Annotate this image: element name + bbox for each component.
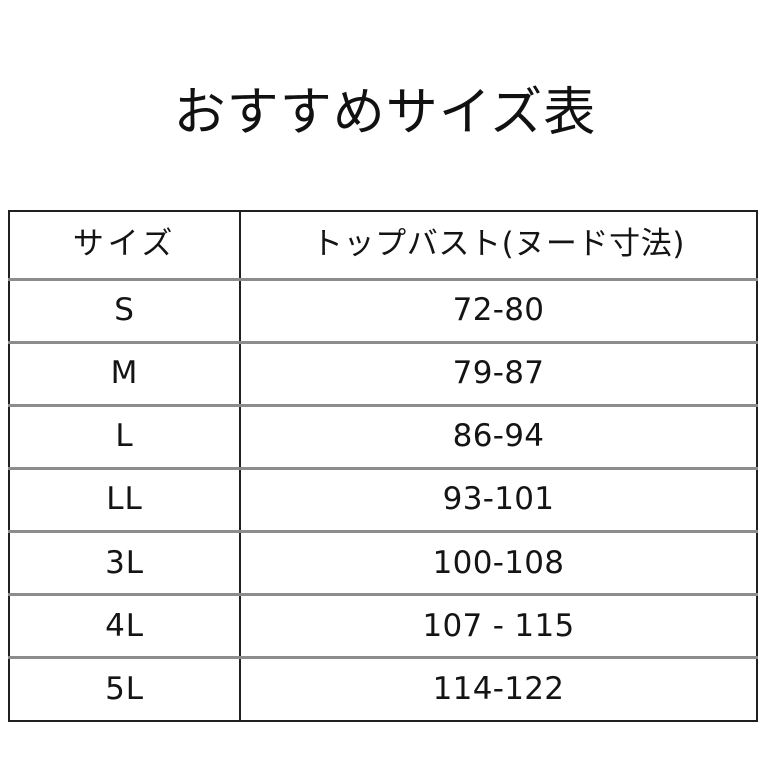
size-value: 3L	[105, 544, 144, 581]
bust-value: 79-87	[452, 355, 545, 392]
table-row: 4L 107 - 115	[9, 593, 757, 658]
size-value: 4L	[105, 607, 144, 644]
table-header-row: サイズ トップバスト(ヌード寸法)	[9, 211, 757, 279]
cell-bust: 100-108	[240, 530, 757, 595]
table-row: 5L 114-122	[9, 656, 757, 721]
cell-size: M	[9, 340, 241, 406]
table-row: M 79-87	[9, 340, 757, 406]
column-header-bust-label: トップバスト(ヌード寸法)	[311, 226, 686, 263]
cell-bust: 114-122	[240, 656, 757, 721]
cell-size: 4L	[9, 593, 241, 658]
cell-size: S	[9, 277, 241, 343]
table-body: S 72-80 M 79-87 L	[9, 277, 757, 721]
table-row: LL 93-101	[9, 466, 757, 532]
size-table: サイズ トップバスト(ヌード寸法) S 72-80	[8, 210, 758, 722]
cell-bust: 107 - 115	[240, 593, 757, 658]
size-value: S	[114, 292, 135, 329]
column-header-bust: トップバスト(ヌード寸法)	[240, 211, 757, 279]
cell-bust: 86-94	[240, 403, 757, 469]
table-row: L 86-94	[9, 403, 757, 469]
size-value: LL	[106, 481, 143, 518]
cell-size: L	[9, 403, 241, 469]
size-value: M	[110, 355, 139, 392]
column-header-size-label: サイズ	[72, 226, 177, 263]
bust-value: 86-94	[452, 418, 545, 455]
table-row: S 72-80	[9, 277, 757, 343]
cell-size: 3L	[9, 530, 241, 595]
bust-value: 100-108	[432, 544, 565, 581]
size-value: L	[115, 418, 134, 455]
cell-size: 5L	[9, 656, 241, 721]
column-header-size: サイズ	[9, 211, 241, 279]
cell-bust: 93-101	[240, 466, 757, 532]
bust-value: 72-80	[452, 292, 545, 329]
cell-bust: 79-87	[240, 340, 757, 406]
size-table-container: サイズ トップバスト(ヌード寸法) S 72-80	[8, 210, 758, 722]
page-title: おすすめサイズ表	[173, 83, 597, 143]
table-row: 3L 100-108	[9, 530, 757, 595]
bust-value: 107 - 115	[422, 607, 575, 644]
bust-value: 93-101	[442, 481, 555, 518]
size-value: 5L	[105, 671, 144, 708]
cell-size: LL	[9, 466, 241, 532]
cell-bust: 72-80	[240, 277, 757, 343]
bust-value: 114-122	[432, 671, 565, 708]
table-header: サイズ トップバスト(ヌード寸法)	[9, 211, 757, 279]
